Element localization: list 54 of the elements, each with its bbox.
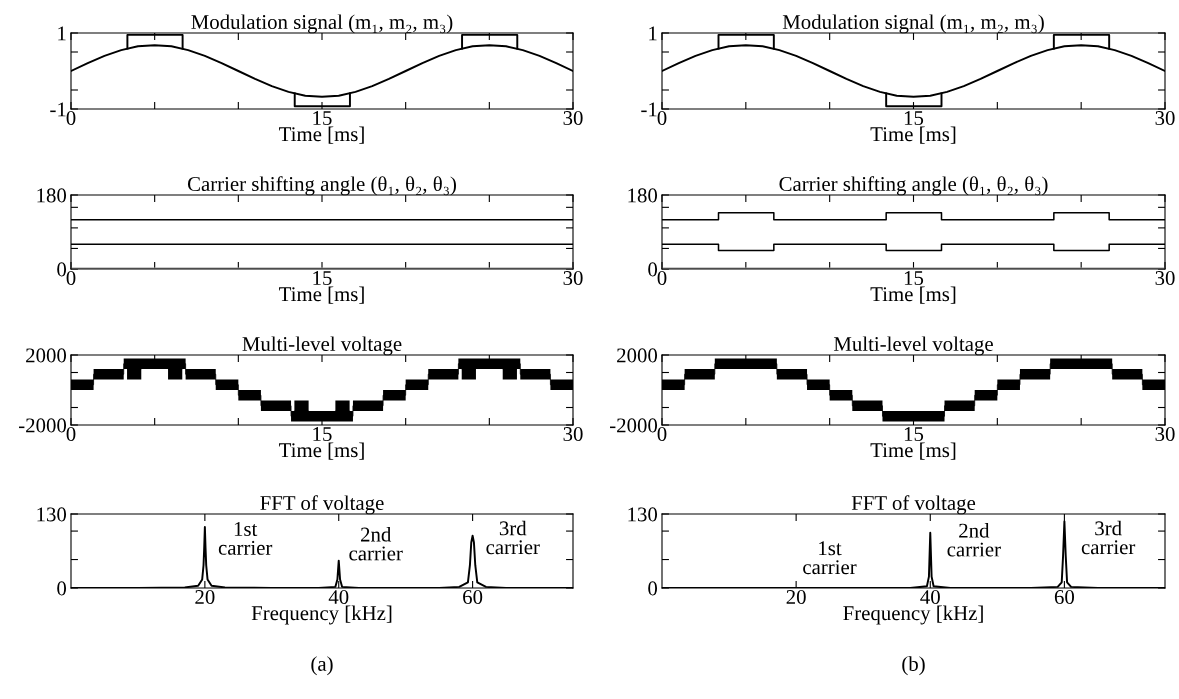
x-tick-label: 15	[313, 271, 332, 286]
y-tick-label: 2000	[617, 348, 658, 363]
y-tick-label: 180	[37, 188, 67, 203]
chart-title: FFT of voltage	[260, 495, 384, 515]
x-axis-title: Time [ms]	[279, 126, 364, 144]
x-tick-label: 30	[563, 110, 583, 126]
x-tick-label: 40	[920, 589, 940, 605]
x-tick-label: 30	[1155, 426, 1175, 442]
annotation: 1st carrier	[218, 522, 273, 555]
text: (a)	[311, 656, 333, 676]
y-tick-label: 130	[37, 507, 67, 522]
x-tick-label: 20	[786, 589, 806, 605]
y-tick-label: 1	[58, 26, 66, 41]
y-tick-label: -2000	[19, 418, 67, 433]
x-tick-label: 60	[1054, 589, 1075, 605]
annotation: 3rd carrier	[1081, 520, 1136, 555]
x-tick-label: 40	[328, 589, 349, 605]
chart-title: Modulation signal (m₁, m₂, m₃)	[782, 14, 1044, 34]
x-tick-label: 15	[904, 271, 924, 286]
y-tick-label: -1	[50, 102, 66, 117]
y-tick-label: 2000	[26, 348, 67, 363]
x-axis-title: Frequency [kHz]	[251, 605, 392, 625]
annotation: 2nd carrier	[349, 526, 403, 561]
x-tick-label: 30	[1155, 110, 1175, 126]
y-tick-label: 130	[628, 507, 658, 522]
x-tick-label: 30	[1155, 270, 1175, 286]
x-tick-label: 15	[904, 111, 924, 126]
x-tick-label: 60	[463, 589, 483, 605]
annotation: 1st carrier	[803, 541, 857, 575]
x-axis-title: Frequency [kHz]	[843, 605, 983, 625]
chart-title: FFT of voltage	[851, 495, 976, 515]
y-tick-label: 180	[628, 188, 658, 203]
text: (b)	[902, 656, 925, 676]
x-axis-title: Time [ms]	[279, 442, 364, 460]
x-tick-label: 30	[563, 426, 583, 442]
chart-title: Multi-level voltage	[242, 336, 402, 356]
chart-title: Carrier shifting angle (θ₁, θ₂, θ₃)	[187, 176, 456, 196]
x-axis-title: Time [ms]	[870, 286, 956, 304]
x-tick-label: 30	[563, 270, 583, 286]
y-tick-label: -2000	[610, 418, 658, 433]
x-axis-title: Time [ms]	[870, 442, 956, 460]
y-tick-label: 1	[649, 26, 657, 41]
annotation: 3rd carrier	[486, 520, 540, 555]
annotation: 2nd carrier	[947, 523, 1001, 557]
x-tick-label: 15	[904, 427, 924, 442]
x-axis-title: Time [ms]	[870, 126, 956, 144]
x-tick-label: 15	[313, 111, 332, 126]
chart-title: Carrier shifting angle (θ₁, θ₂, θ₃)	[779, 176, 1048, 196]
y-tick-label: -1	[641, 102, 657, 117]
x-axis-title: Time [ms]	[279, 286, 364, 304]
x-tick-label: 15	[313, 427, 332, 442]
chart-title: Modulation signal (m₁, m₂, m₃)	[191, 14, 453, 34]
chart-title: Multi-level voltage	[833, 336, 993, 356]
x-tick-label: 20	[195, 589, 215, 605]
